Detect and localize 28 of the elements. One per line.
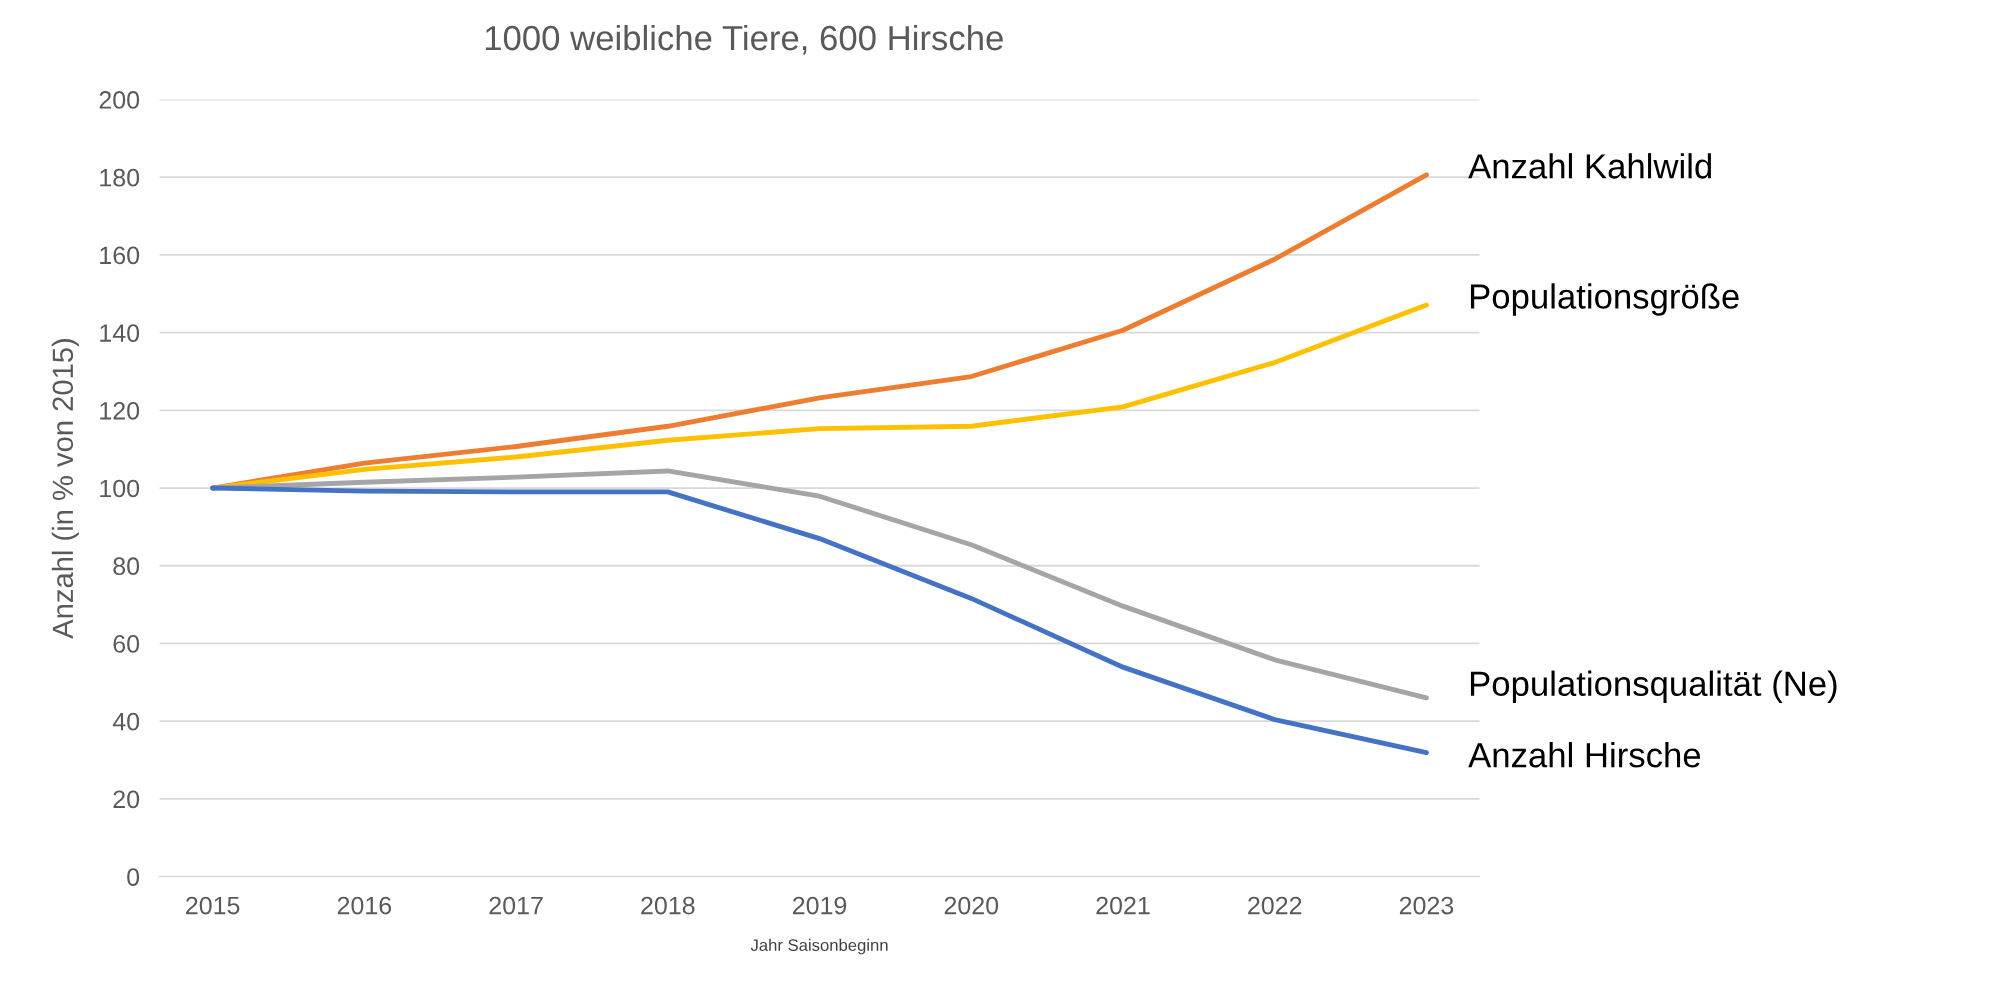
x-tick-label: 2022 bbox=[1248, 896, 1302, 915]
series-label: Populationsqualität (Ne) bbox=[1470, 670, 1837, 703]
series-label: Anzahl Hirsche bbox=[1468, 742, 1701, 768]
y-tick-label: 80 bbox=[113, 557, 140, 576]
y-tick-label: 120 bbox=[100, 401, 140, 420]
y-tick-label: 60 bbox=[113, 635, 140, 653]
x-tick-label: 2018 bbox=[641, 896, 695, 915]
chart-title: 1000 weibliche Tiere, 600 Hirsche bbox=[485, 24, 1003, 55]
y-tick-label: 180 bbox=[100, 168, 140, 187]
series-label: Populationsgröße bbox=[1470, 283, 1739, 316]
x-tick-label: 2021 bbox=[1096, 896, 1150, 915]
y-tick-label: 40 bbox=[112, 712, 140, 731]
line-series bbox=[210, 485, 1429, 756]
x-tick-label: 2023 bbox=[1399, 896, 1454, 915]
x-tick-label: 2017 bbox=[489, 896, 543, 915]
y-tick-label: 160 bbox=[100, 246, 140, 265]
x-axis-title: Jahr Saisonbeginn bbox=[750, 938, 888, 955]
y-tick-label: 100 bbox=[100, 479, 140, 498]
series-label: Anzahl Kahlwild bbox=[1468, 153, 1711, 179]
y-axis-title: Anzahl (in % von 2015) bbox=[51, 339, 79, 639]
x-tick-label: 2020 bbox=[944, 896, 999, 915]
y-tick-label: 20 bbox=[113, 790, 140, 809]
y-tick-label: 140 bbox=[100, 324, 140, 342]
y-tick-label: 200 bbox=[99, 91, 140, 109]
x-tick-label: 2015 bbox=[186, 896, 240, 915]
x-tick-label: 2016 bbox=[337, 896, 392, 915]
x-tick-label: 2019 bbox=[792, 896, 847, 915]
y-tick-label: 0 bbox=[127, 868, 140, 886]
